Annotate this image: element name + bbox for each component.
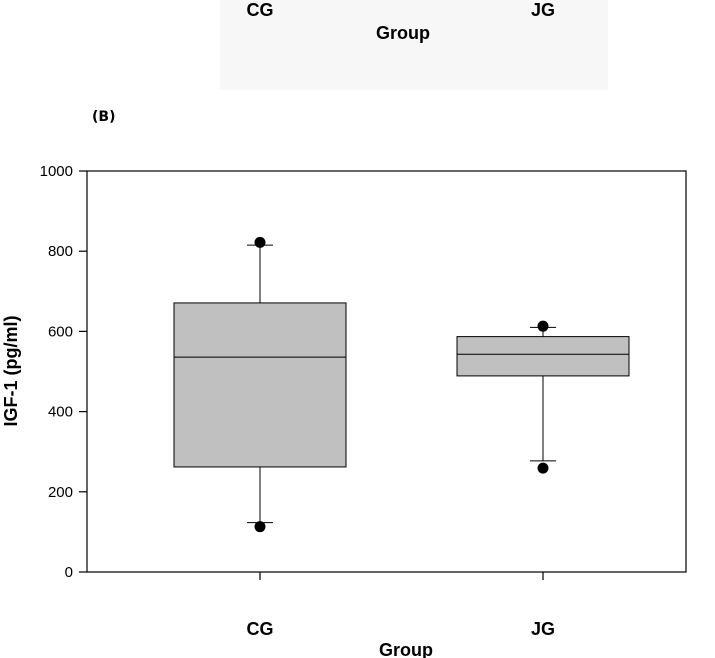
x-tick-label-cg: CG (247, 619, 274, 639)
y-tick-label: 1000 (40, 163, 73, 180)
outlier-point-cg (254, 236, 266, 248)
iqr-box-cg (173, 302, 347, 468)
iqr-box-jg (456, 336, 630, 377)
box-jg (456, 320, 630, 474)
previous-panel-shade (220, 0, 608, 90)
plot-frame (86, 170, 687, 573)
panel-label: (B) (92, 109, 115, 125)
box-cg (173, 236, 347, 533)
y-tick-label: 600 (48, 323, 73, 340)
outlier-point-cg (254, 521, 266, 533)
outlier-point-jg (537, 320, 549, 332)
x-axis-title: Group (379, 640, 433, 658)
outlier-point-jg (537, 462, 549, 474)
x-tick-label-jg: JG (531, 619, 555, 639)
y-axis-title: IGF-1 (pg/ml) (1, 316, 21, 427)
y-tick-label: 800 (48, 243, 73, 260)
top-category-label-cg: CG (247, 0, 274, 20)
top-category-label-jg: JG (531, 0, 555, 20)
y-tick-label: 0 (65, 564, 73, 581)
x-axis-ticks (259, 572, 544, 580)
y-tick-label: 400 (48, 404, 73, 421)
top-x-axis-title: Group (376, 23, 430, 43)
y-tick-label: 200 (48, 484, 73, 501)
y-axis: 0 200 400 600 800 1000 (40, 163, 87, 581)
box-series (173, 236, 630, 533)
